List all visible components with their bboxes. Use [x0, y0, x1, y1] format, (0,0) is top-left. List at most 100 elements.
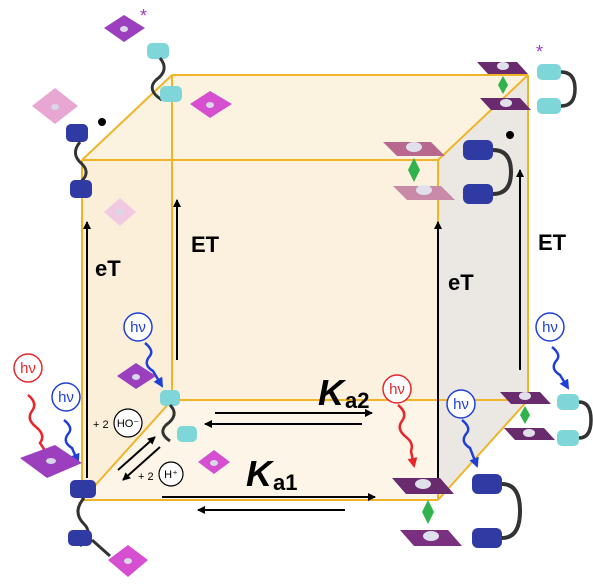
linker-block [160, 86, 182, 102]
molecule-center [117, 363, 230, 474]
molecule-right-top-dimer [383, 131, 514, 204]
transfer-arrows [83, 169, 524, 478]
equilibrium-arrows [117, 409, 376, 514]
reagents: + 2 HO⁻ + 2 H⁺ [93, 408, 184, 487]
linker-block [177, 426, 197, 442]
cube-edges [81, 74, 529, 501]
edge [437, 74, 529, 161]
e-t-label-right: eT [448, 270, 474, 295]
metal-center [206, 102, 214, 108]
excited-star: * [140, 6, 147, 26]
metal-center [523, 429, 535, 437]
hv-circle-red [13, 353, 43, 383]
metal-center [519, 392, 531, 400]
hv-circle-blue [51, 382, 81, 412]
chain [74, 141, 88, 186]
metal-center [46, 458, 56, 464]
radical-dot [98, 118, 106, 126]
hv-label-red-right: hν [389, 381, 405, 398]
linker-block [66, 124, 88, 142]
ka1-label: K [246, 453, 275, 494]
metal-center [124, 558, 132, 564]
linker-block [537, 64, 561, 80]
diag-forward [117, 436, 156, 471]
molecule-right-bottom-dimer [392, 474, 523, 548]
edge [81, 74, 173, 161]
metal-center [500, 99, 512, 107]
chain [501, 482, 523, 540]
radical-dot [506, 131, 514, 139]
blue-hv-arrow-center [144, 342, 164, 388]
hv-circle-blue-center [123, 312, 153, 342]
metal-center [120, 26, 128, 32]
chain [91, 538, 111, 558]
light-arrows [27, 342, 570, 468]
proton-circle [158, 461, 184, 487]
red-hv-arrow-left [27, 394, 52, 460]
plus2-proton: + 2 [138, 471, 154, 483]
pi-stack [422, 500, 434, 524]
hv-circle-blue-right [446, 389, 476, 419]
hydroxide-label: HO⁻ [117, 418, 140, 430]
labels: ET ET eT eT [95, 230, 567, 295]
chain [492, 148, 514, 196]
linker-block [472, 474, 502, 494]
hv-circle-red-right [382, 374, 412, 404]
chain [150, 57, 166, 102]
linker-block [463, 140, 493, 160]
linker-block [68, 530, 92, 546]
metal-center [210, 460, 218, 466]
hv-label-blue: hν [58, 389, 74, 406]
linker-block [70, 480, 96, 498]
e-t-label-left: eT [95, 256, 121, 281]
molecule-top-left: * [104, 6, 232, 118]
ka2-subscript: a2 [345, 388, 369, 413]
hv-label-red: hν [20, 360, 36, 377]
hv-label-blue-far-right: hν [542, 319, 558, 336]
metal-center [497, 62, 509, 70]
edge [437, 399, 529, 501]
linker-block [557, 394, 579, 410]
metal-center [416, 185, 432, 195]
blue-hv-arrow-far-right [551, 346, 570, 390]
hv-badges: hν hν hν hν hν hν [13, 312, 565, 419]
proton-label: H⁺ [164, 469, 178, 481]
hv-label-blue-center: hν [130, 319, 146, 336]
molecule-left-center [32, 88, 136, 226]
blue-hv-arrow-right [461, 419, 479, 468]
linker-block [147, 43, 169, 59]
pi-stack [408, 158, 420, 182]
hv-circle-blue-far-right [535, 312, 565, 342]
et-label-back-left: ET [191, 232, 220, 257]
chain [578, 400, 593, 440]
molecule-right-back-bottom-dimer [500, 392, 593, 446]
metal-center [51, 104, 59, 110]
blue-hv-arrow-left [63, 419, 80, 464]
chain [161, 403, 176, 443]
molecule-bottom-left [20, 445, 148, 577]
linker-block [160, 390, 180, 406]
diag-back [122, 446, 161, 481]
linker-block [557, 430, 579, 446]
ka-labels: K a2 K a1 [246, 372, 369, 495]
metal-center [415, 479, 431, 489]
pi-stack [520, 406, 530, 424]
pi-stack [498, 76, 508, 94]
plus2-hydroxide: + 2 [93, 419, 109, 431]
excited-star: * [536, 42, 543, 62]
ka2-label: K [318, 372, 347, 413]
ka1-subscript: a1 [273, 470, 297, 495]
et-label-back-right: ET [538, 230, 567, 255]
hv-label-blue-right: hν [453, 396, 469, 413]
metal-center [116, 209, 124, 215]
metal-center [406, 142, 422, 152]
chain [560, 70, 577, 108]
molecule-right-back-dimer: * [477, 42, 577, 114]
linker-block [472, 528, 502, 548]
linker-block [537, 98, 561, 114]
linker-block [463, 184, 493, 204]
edge [81, 399, 173, 501]
metal-center [423, 531, 439, 541]
hydroxide-circle [113, 408, 143, 438]
